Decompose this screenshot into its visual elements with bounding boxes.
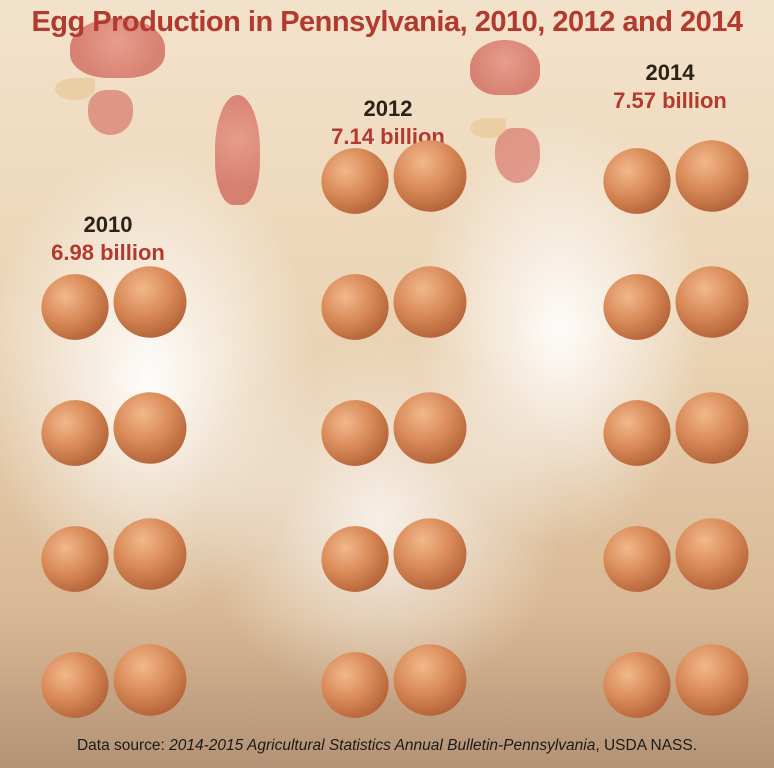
egg-2014-4a (603, 274, 671, 340)
hen-comb-shape (70, 18, 165, 78)
year-label-group-2014: 2014 7.57 billion (580, 60, 760, 114)
egg-2014-5b (675, 140, 749, 212)
hen-wattle-shape (88, 90, 133, 135)
year-label-2010: 2010 (83, 212, 133, 237)
value-label-2010: 6.98 billion (51, 240, 165, 265)
egg-2012-3a (321, 400, 389, 466)
year-label-2012: 2012 (363, 96, 413, 121)
egg-2012-1a (321, 652, 389, 718)
egg-2010-1b (113, 644, 187, 716)
egg-2010-3b (113, 392, 187, 464)
egg-2014-3b (675, 392, 749, 464)
hen-beak-shape (470, 118, 506, 138)
egg-2014-1b (675, 644, 749, 716)
chart-title: Egg Production in Pennsylvania, 2010, 20… (31, 6, 743, 38)
egg-2010-2a (41, 526, 109, 592)
egg-2012-2a (321, 526, 389, 592)
egg-2010-4b (113, 266, 187, 338)
egg-2012-5b (393, 140, 467, 212)
egg-2012-5a (321, 148, 389, 214)
value-label-2014: 7.57 billion (613, 88, 727, 113)
egg-2014-2b (675, 518, 749, 590)
egg-2014-4b (675, 266, 749, 338)
hen-beak-shape (55, 78, 95, 100)
hen-wattle-shape (495, 128, 540, 183)
egg-2014-2a (603, 526, 671, 592)
egg-2012-2b (393, 518, 467, 590)
egg-2010-2b (113, 518, 187, 590)
source-suffix: , USDA NASS. (595, 737, 698, 754)
egg-2012-4a (321, 274, 389, 340)
year-label-group-2012: 2012 7.14 billion (298, 96, 478, 150)
egg-2012-1b (393, 644, 467, 716)
egg-2010-4a (41, 274, 109, 340)
egg-2014-1a (603, 652, 671, 718)
year-label-2014: 2014 (645, 60, 695, 85)
egg-2010-1a (41, 652, 109, 718)
egg-2012-4b (393, 266, 467, 338)
data-source-note: Data source: 2014-2015 Agricultural Stat… (0, 737, 774, 755)
hen-comb-shape (470, 40, 540, 95)
egg-2010-3a (41, 400, 109, 466)
source-publication: 2014-2015 Agricultural Statistics Annual… (169, 737, 596, 754)
year-label-group-2010: 2010 6.98 billion (18, 212, 198, 266)
egg-2014-3a (603, 400, 671, 466)
egg-2012-3b (393, 392, 467, 464)
source-prefix: Data source: (76, 737, 170, 754)
egg-2014-5a (603, 148, 671, 214)
hen-comb-shape (215, 95, 260, 205)
